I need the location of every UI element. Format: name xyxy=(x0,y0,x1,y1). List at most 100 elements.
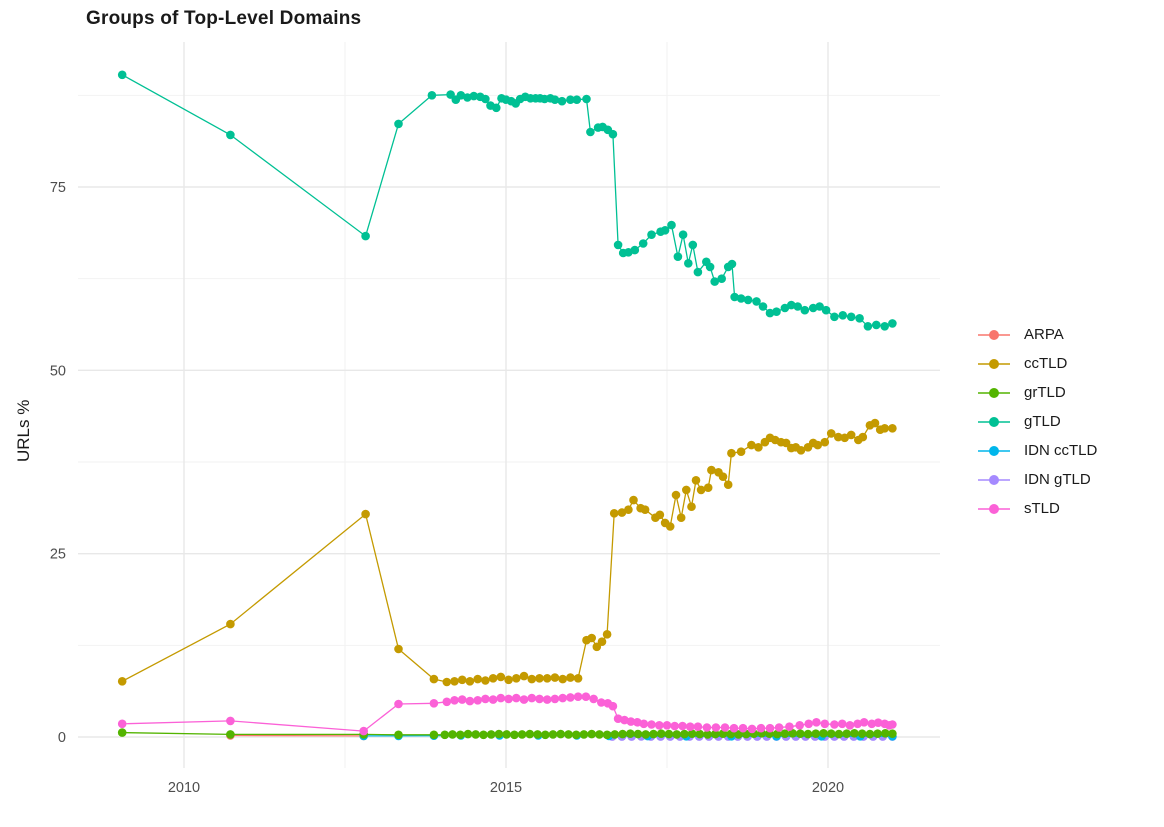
data-point xyxy=(756,723,766,733)
data-point xyxy=(834,432,843,442)
legend-key-dot xyxy=(989,474,999,485)
data-point xyxy=(427,91,437,100)
series-gtld xyxy=(117,70,897,331)
data-point xyxy=(736,294,746,303)
data-point xyxy=(780,729,790,738)
data-point xyxy=(571,730,581,740)
data-point xyxy=(548,730,558,739)
data-point xyxy=(845,721,855,730)
data-point xyxy=(535,694,544,704)
data-point xyxy=(846,312,856,322)
legend-key-dot xyxy=(989,416,999,427)
data-point xyxy=(641,730,650,739)
data-point xyxy=(682,485,691,495)
data-point xyxy=(752,297,761,306)
data-point xyxy=(795,721,804,730)
data-point xyxy=(765,308,775,318)
data-point xyxy=(826,729,836,738)
data-point xyxy=(647,720,656,729)
data-point xyxy=(772,307,781,317)
x-tick-label: 2020 xyxy=(812,780,844,796)
data-point xyxy=(684,259,693,268)
legend-label: IDN ccTLD xyxy=(1024,442,1098,459)
data-point xyxy=(550,694,560,704)
data-point xyxy=(846,430,856,440)
data-point xyxy=(587,729,596,739)
data-point xyxy=(535,674,544,683)
data-point xyxy=(502,730,511,739)
major-gridlines xyxy=(78,42,940,768)
data-point xyxy=(703,483,713,493)
data-point xyxy=(595,730,604,739)
data-point xyxy=(754,443,763,452)
data-series-layer xyxy=(117,70,897,741)
legend-item-cctld: ccTLD xyxy=(976,349,1097,378)
data-point xyxy=(517,730,527,739)
legend-item-idn-cctld: IDN ccTLD xyxy=(976,436,1097,465)
data-point xyxy=(859,718,869,727)
data-point xyxy=(394,644,403,654)
legend-label: sTLD xyxy=(1024,500,1060,517)
data-point xyxy=(541,730,550,740)
data-point xyxy=(496,672,506,682)
data-point xyxy=(830,720,839,729)
data-point xyxy=(440,730,450,740)
data-point xyxy=(512,693,521,703)
data-point xyxy=(888,720,897,729)
data-point xyxy=(720,723,730,732)
series-cctld xyxy=(117,418,897,687)
data-point xyxy=(803,729,813,739)
data-point xyxy=(527,674,537,684)
data-point xyxy=(450,696,459,705)
data-point xyxy=(670,721,679,731)
data-point xyxy=(702,723,712,732)
data-point xyxy=(781,438,791,448)
data-point xyxy=(842,729,851,738)
data-point xyxy=(734,730,743,739)
data-point xyxy=(707,465,716,475)
data-point xyxy=(855,314,864,323)
legend-key-icon xyxy=(978,416,1010,427)
data-point xyxy=(481,676,490,685)
data-point xyxy=(496,693,506,703)
data-point xyxy=(787,300,796,310)
data-point xyxy=(785,722,794,731)
series-line xyxy=(121,74,893,327)
data-point xyxy=(665,522,675,531)
data-point xyxy=(542,674,552,683)
data-point xyxy=(747,724,757,734)
data-point xyxy=(696,485,706,495)
data-point xyxy=(730,292,739,302)
data-point xyxy=(394,119,403,129)
data-point xyxy=(711,729,720,739)
data-point xyxy=(587,633,596,643)
data-point xyxy=(442,697,452,707)
data-point xyxy=(826,429,836,438)
data-point xyxy=(888,319,897,328)
data-point xyxy=(736,447,746,457)
data-point xyxy=(602,730,612,740)
data-point xyxy=(867,719,877,729)
data-point xyxy=(566,95,575,104)
data-point xyxy=(738,723,748,733)
data-point xyxy=(471,730,481,739)
data-point xyxy=(796,446,806,455)
data-point xyxy=(793,302,802,311)
data-point xyxy=(609,509,619,518)
data-point xyxy=(556,729,565,739)
data-point xyxy=(649,729,658,739)
data-point xyxy=(582,94,591,104)
data-point xyxy=(743,295,753,305)
data-point xyxy=(863,322,873,331)
data-point xyxy=(456,91,466,100)
data-point xyxy=(463,93,472,102)
data-point xyxy=(617,508,627,517)
data-point xyxy=(597,698,606,707)
y-tick-label: 75 xyxy=(50,180,66,196)
data-point xyxy=(711,723,721,732)
legend-key-icon xyxy=(978,358,1010,369)
data-point xyxy=(678,721,687,731)
legend-key-dot xyxy=(989,503,999,514)
data-point xyxy=(710,277,719,286)
data-point xyxy=(821,305,831,315)
